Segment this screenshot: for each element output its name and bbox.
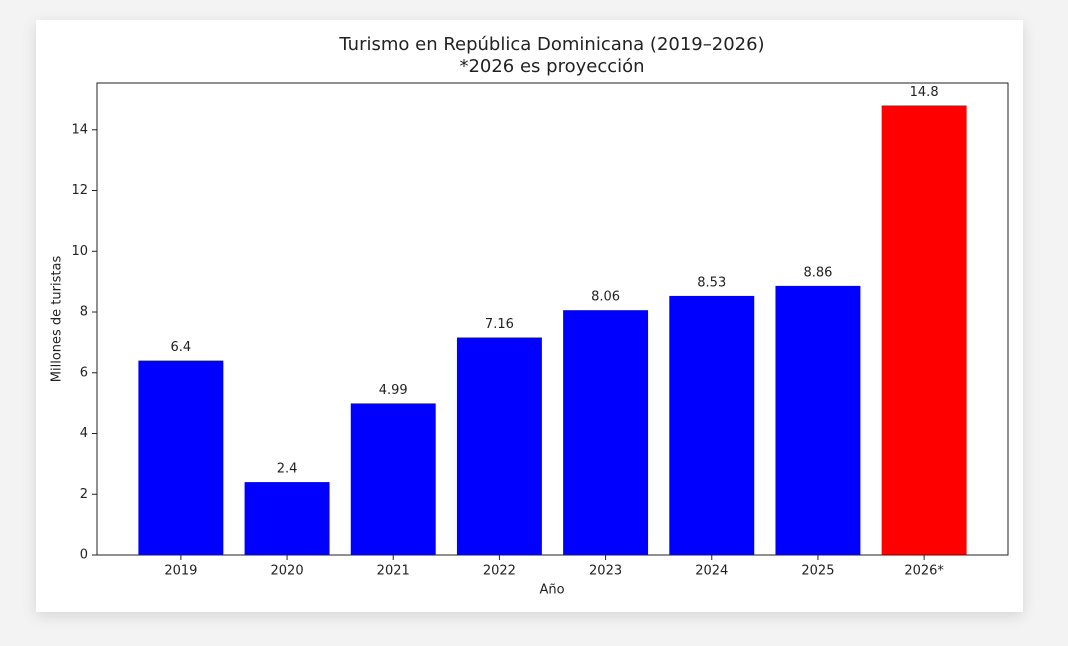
x-tick-label: 2025: [801, 564, 834, 579]
x-tick-label: 2019: [164, 564, 197, 579]
y-axis-label: Millones de turistas: [50, 256, 65, 383]
bar: [244, 482, 330, 555]
x-tick-label: 2021: [377, 564, 410, 579]
y-tick-label: 14: [71, 122, 88, 137]
value-label: 8.53: [697, 275, 726, 290]
bar: [563, 310, 649, 555]
x-tick-label: 2024: [695, 564, 728, 579]
chart-title: Turismo en República Dominicana (2019–20…: [338, 34, 764, 55]
y-tick-label: 2: [80, 487, 88, 502]
value-label: 4.99: [379, 383, 408, 398]
y-tick-label: 12: [71, 183, 88, 198]
x-tick-label: 2020: [271, 564, 304, 579]
value-label: 8.06: [591, 290, 620, 305]
value-label: 6.4: [171, 340, 192, 355]
y-tick-label: 8: [80, 305, 88, 320]
bar: [775, 285, 861, 555]
bar: [881, 105, 967, 555]
plot-frame: [96, 82, 1009, 556]
bar: [456, 337, 542, 555]
y-tick-label: 0: [80, 548, 88, 563]
x-tick-label: 2023: [589, 564, 622, 579]
y-tick-label: 6: [80, 365, 88, 380]
y-tick-label: 4: [80, 426, 88, 441]
x-axis-label: Año: [539, 583, 564, 598]
bar: [669, 295, 755, 555]
x-tick-label: 2026*: [904, 564, 944, 579]
value-label: 14.8: [910, 85, 939, 100]
bar: [350, 403, 436, 555]
value-label: 7.16: [485, 317, 514, 332]
value-label: 8.86: [803, 265, 832, 280]
y-tick-label: 10: [71, 244, 88, 259]
value-label: 2.4: [277, 462, 298, 477]
x-tick-label: 2022: [483, 564, 516, 579]
bar: [138, 360, 224, 555]
chart-subtitle: *2026 es proyección: [459, 56, 644, 77]
